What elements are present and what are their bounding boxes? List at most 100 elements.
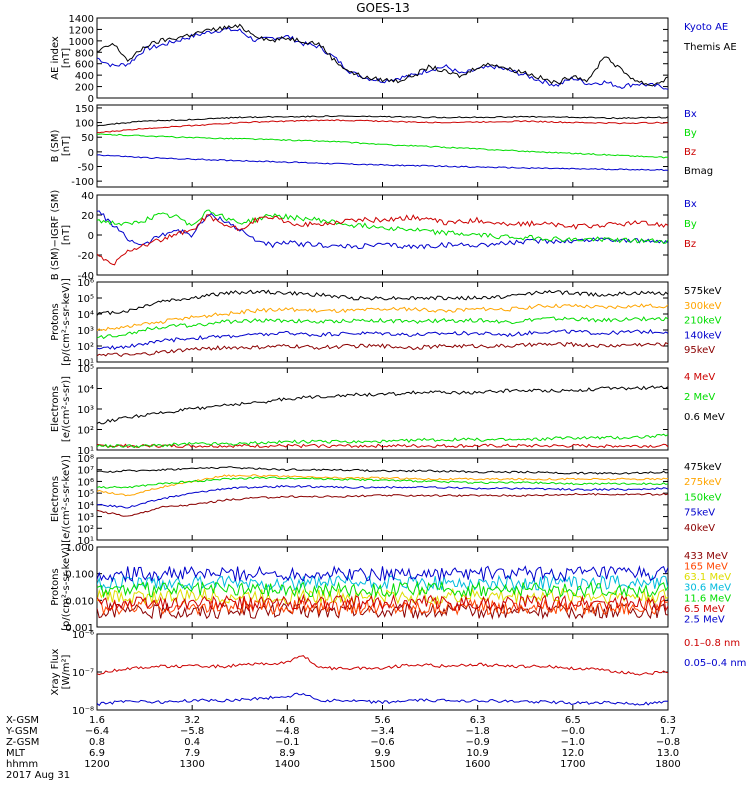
y-tick-label: 10⁻⁸: [72, 706, 94, 717]
y-tick-label: 400: [75, 71, 94, 82]
x-row-value: 1200: [84, 759, 109, 770]
series-line-1-2: [97, 23, 668, 87]
series-line-4-4: [97, 328, 668, 350]
y-tick-label: 0: [88, 148, 94, 159]
y-tick-label: 100: [75, 119, 94, 130]
panel-7: 0.001 0.010 0.100 1.000Protons[p/(cm²-s-sr-…: [50, 543, 731, 634]
panel-4: 10¹ 10² 10³ 10⁴ 10⁵ 10⁶ Protons[p/(cm²-s-sr-ke…: [50, 278, 722, 369]
x-row-value: 9.9: [375, 748, 391, 759]
series-line-4-3: [97, 316, 668, 340]
y-tick-label: 10²: [77, 426, 94, 437]
x-row-value: 1600: [465, 759, 490, 770]
legend-entry: Bx: [684, 109, 697, 120]
y-tick-label: 40: [81, 191, 94, 202]
legend-entry: 0.6 MeV: [684, 412, 725, 423]
panel-frame: [96, 17, 669, 99]
series-group: [97, 655, 668, 707]
legend-entry: Themis AE: [683, 42, 737, 53]
plot-date: 2017 Aug 31: [6, 770, 70, 781]
x-row-value: 1800: [655, 759, 680, 770]
series-group: [97, 466, 668, 517]
x-row-value: 4.6: [279, 715, 295, 726]
x-row-value: 1500: [370, 759, 395, 770]
x-row-value: −1.0: [561, 737, 585, 748]
legend-entry: Kyoto AE: [684, 22, 728, 33]
series-line-6-3: [97, 476, 668, 489]
x-row-value: −0.9: [466, 737, 490, 748]
x-axis-annotation: X-GSM 1.6 3.2 4.6 5.6 6.3 6.5 6.3 Y-GSM −6.4 −5.8 −…: [5, 715, 681, 781]
y-tick-label: 10¹: [77, 536, 94, 547]
legend-entry: 75keV: [684, 508, 715, 519]
series-line-5-3: [97, 385, 668, 425]
y-tick-label: 1200: [69, 25, 94, 36]
legend-entry: 140keV: [684, 330, 722, 341]
series-line-7-7: [97, 564, 668, 583]
legend-entry: 150keV: [684, 492, 722, 503]
series-line-7-2: [97, 598, 668, 616]
series-line-8-1: [97, 655, 668, 676]
legend-entry: Bx: [684, 199, 697, 210]
series-line-6-1: [97, 466, 668, 475]
x-row-value: 1400: [275, 759, 300, 770]
x-row-value: 1300: [179, 759, 204, 770]
legend-entry: Bz: [684, 147, 696, 158]
series-group: [97, 289, 668, 358]
legend-entry: 2.5 MeV: [684, 614, 725, 625]
y-tick-label: 0: [88, 94, 94, 105]
series-line-5-1: [97, 443, 668, 449]
legend-entry: 275keV: [684, 477, 722, 488]
y-tick-label: 10⁴: [77, 310, 94, 321]
series-line-7-1: [97, 601, 668, 620]
legend-entry: 30.6 MeV: [684, 583, 731, 594]
y-tick-label: -20: [78, 251, 94, 262]
y-tick-label: 0.001: [65, 623, 94, 634]
legend-entry: 2 MeV: [684, 392, 715, 403]
legend-entry: By: [684, 128, 697, 139]
y-axis-label: B (SM)−IGRF (SM)[nT]: [50, 190, 72, 281]
y-tick-label: 10⁸: [77, 454, 94, 465]
series-line-4-2: [97, 303, 668, 332]
y-tick-label: 10³: [77, 405, 94, 416]
series-line-7-4: [97, 574, 668, 592]
legend-entry: 63.1 MeV: [684, 572, 731, 583]
y-tick-label: 1000: [69, 37, 94, 48]
legend-entry: 0.1–0.8 nm: [684, 638, 740, 649]
y-tick-label: 200: [75, 83, 94, 94]
x-row-value: 6.3: [470, 715, 486, 726]
y-axis-label: Protons[p/(cm²-s-sr-keV)]: [50, 278, 72, 366]
y-tick-label: 50: [81, 133, 94, 144]
y-tick-label: 0.010: [65, 596, 94, 607]
series-line-7-3: [97, 587, 668, 606]
series-line-7-6: [97, 593, 668, 612]
series-group: [97, 385, 668, 449]
x-row-value: 6.9: [89, 748, 105, 759]
x-row-label: Y-GSM: [5, 726, 38, 737]
y-tick-label: -40: [78, 271, 94, 282]
series-line-8-2: [97, 692, 668, 707]
y-tick-label: 10⁴: [77, 385, 94, 396]
series-line-2-1: [97, 154, 668, 172]
y-axis-label: Electrons[e/(cm²-s-sr-keV)]: [50, 455, 72, 543]
panel-2: -100 -50 0 50 100 150 B (SM)[nT] Bx By Bz Bmag: [50, 104, 713, 188]
series-group: [97, 564, 668, 620]
y-tick-label: 10⁵: [77, 364, 94, 375]
y-tick-label: 10⁻⁶: [72, 630, 94, 641]
y-tick-label: 800: [75, 48, 94, 59]
legend-entry: 475keV: [684, 462, 722, 473]
x-row-value: −1.8: [466, 726, 490, 737]
legend-entry: 4 MeV: [684, 372, 715, 383]
x-row-value: 3.2: [184, 715, 200, 726]
legend-entry: 0.05–0.4 nm: [684, 658, 746, 669]
x-row-value: 1.7: [660, 726, 676, 737]
plot-title: GOES-13: [356, 1, 410, 15]
x-row-label: Z-GSM: [6, 737, 39, 748]
x-row-value: −4.8: [275, 726, 299, 737]
y-tick-label: 10⁶: [77, 278, 94, 289]
x-row-value: −3.4: [370, 726, 394, 737]
y-tick-label: 10²: [77, 524, 94, 535]
panel-3: -40 -20 0 20 40 B (SM)−IGRF (SM)[nT] Bx By Bz: [50, 190, 697, 282]
x-row-value: −0.0: [561, 726, 585, 737]
x-row-value: 8.9: [279, 748, 295, 759]
